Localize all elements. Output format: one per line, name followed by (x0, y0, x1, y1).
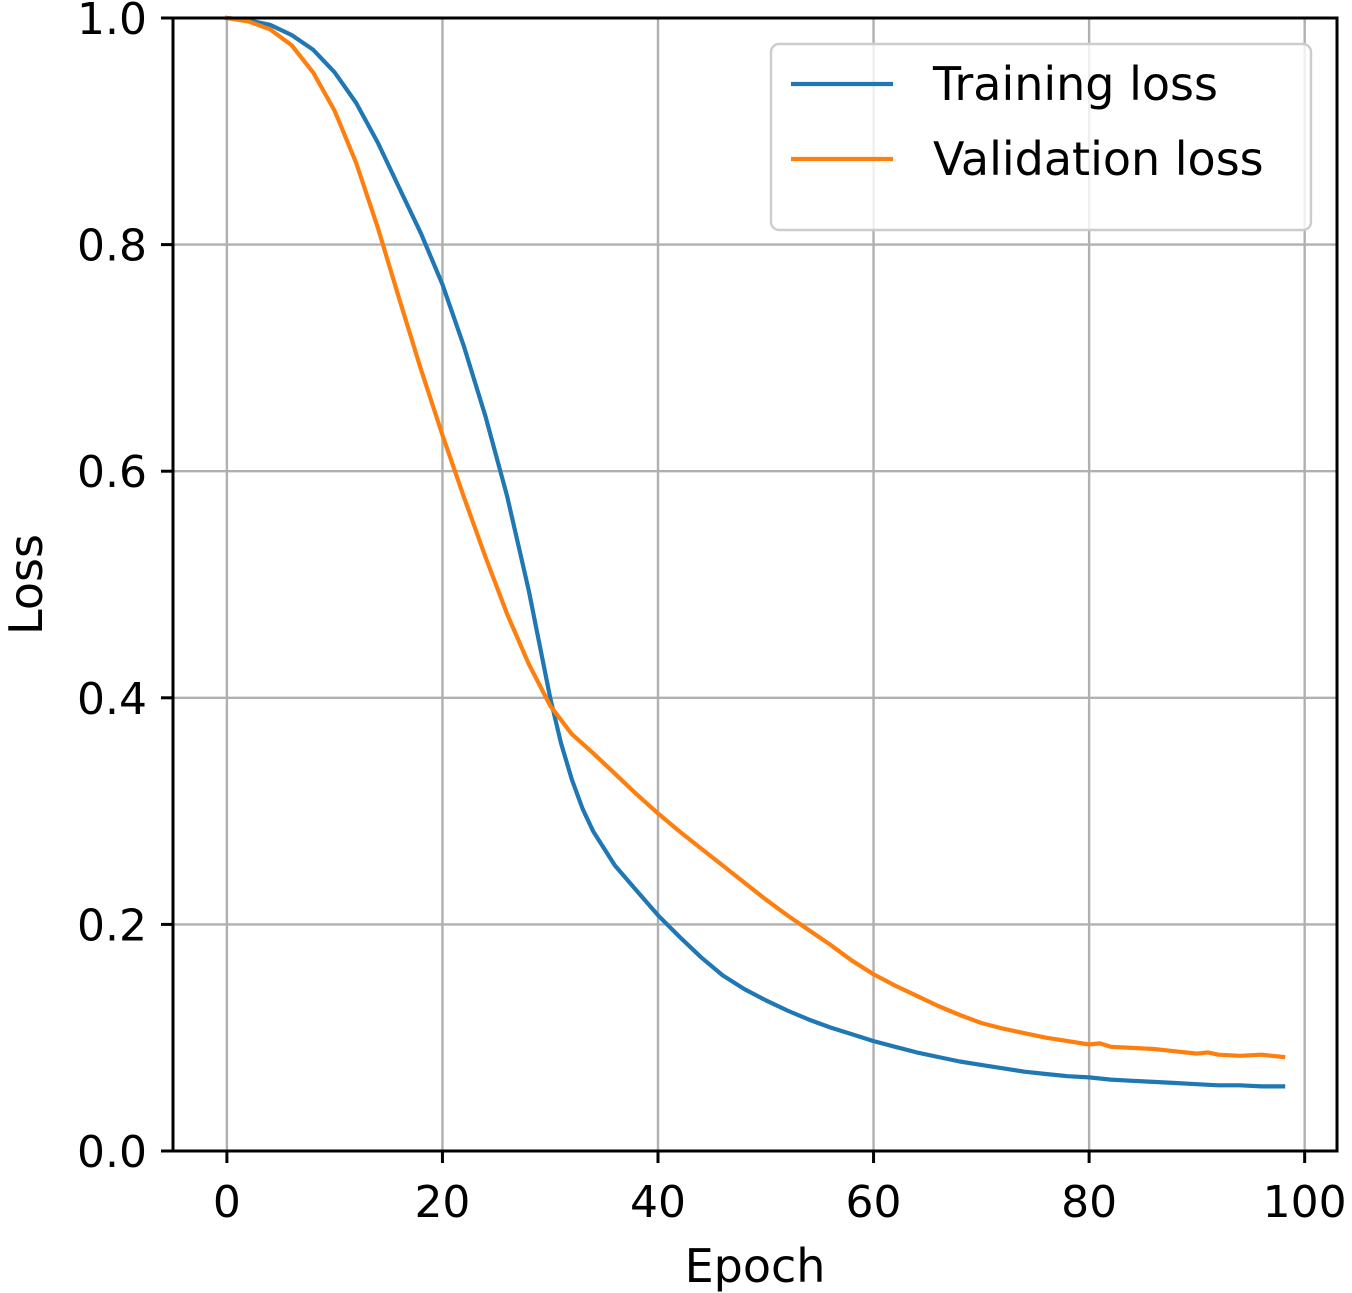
y-tick-label: 0.4 (77, 674, 147, 725)
series-lines (224, 15, 1286, 1089)
y-tick-label: 0.0 (77, 1127, 147, 1178)
legend-label: Validation loss (933, 132, 1264, 186)
x-tick-label: 100 (1263, 1177, 1347, 1228)
legend-label: Training loss (932, 57, 1218, 111)
y-tick-label: 0.6 (77, 447, 147, 498)
series-line (224, 15, 1286, 1089)
legend: Training loss Validation loss (769, 42, 1313, 232)
series-line (224, 15, 1286, 1060)
plot-frame (171, 16, 1339, 1153)
x-axis-label: Epoch (685, 1239, 826, 1293)
y-tick-label: 0.2 (77, 900, 147, 951)
axis-ticks: 0 20 40 60 80 100 0.0 0.2 0.4 0.6 0.8 1.0 (77, 0, 1347, 1228)
x-tick-label: 60 (846, 1177, 902, 1228)
grid (173, 16, 1337, 1153)
x-tick-label: 80 (1061, 1177, 1117, 1228)
x-tick-label: 0 (213, 1177, 241, 1228)
y-tick-label: 1.0 (77, 0, 147, 45)
legend-box (769, 42, 1313, 232)
y-axis-label: Loss (0, 534, 53, 635)
x-tick-label: 40 (630, 1177, 686, 1228)
x-tick-label: 20 (414, 1177, 470, 1228)
y-tick-label: 0.8 (77, 221, 147, 272)
